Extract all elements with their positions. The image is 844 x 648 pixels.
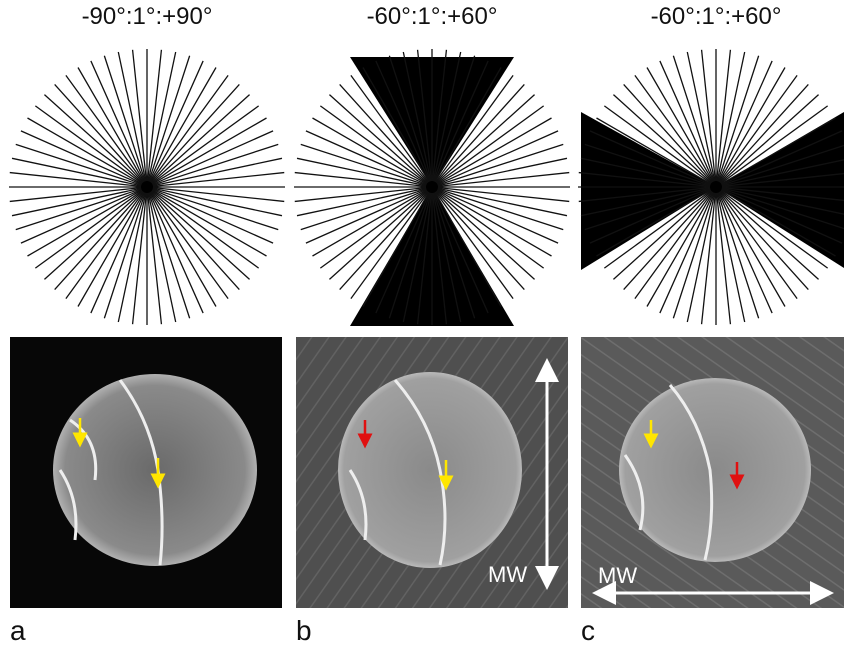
panel-title: -90°:1°:+90° — [82, 3, 213, 30]
panel-label: b — [296, 615, 312, 646]
specimen — [619, 378, 811, 562]
spoke — [141, 181, 153, 193]
spoke — [710, 181, 722, 193]
specimen — [53, 374, 257, 566]
annotation: MW — [598, 563, 637, 588]
figure: -90°:1°:+90° -60°:1°:+60° -60°:1°:+60° M… — [0, 0, 844, 648]
panel-label: c — [581, 615, 595, 646]
panel-title: -60°:1°:+60° — [651, 3, 782, 30]
panel-label: a — [10, 615, 26, 646]
spoke — [426, 181, 438, 193]
annotation: MW — [488, 562, 527, 587]
panel-title: -60°:1°:+60° — [367, 3, 498, 30]
